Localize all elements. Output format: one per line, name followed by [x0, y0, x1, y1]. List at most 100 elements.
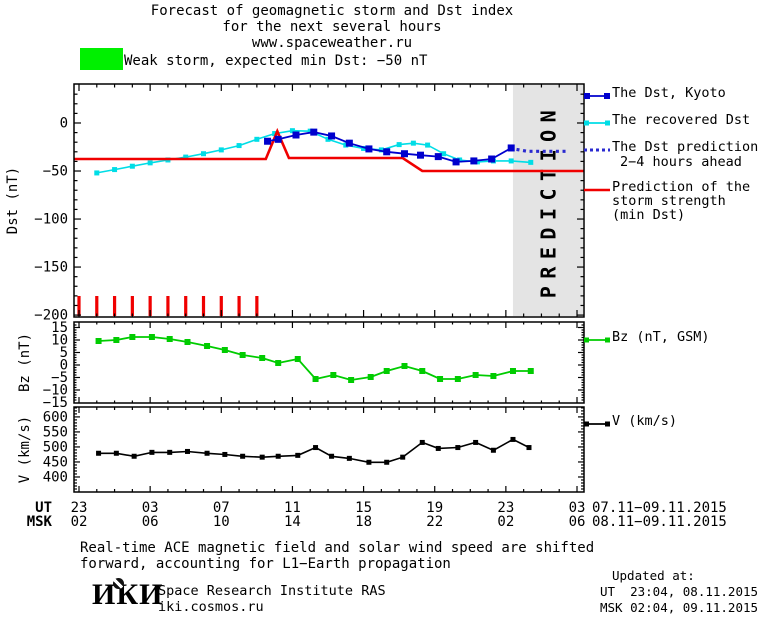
dst-panel-ytick: 0: [60, 115, 68, 131]
bz-panel-ytick: −15: [43, 395, 68, 411]
prediction-band-label: PREDICTION: [536, 103, 560, 298]
xtick-ut: 19: [426, 500, 443, 516]
v-panel-ytick: 500: [43, 439, 68, 455]
bz-gsm-markers: [95, 334, 534, 383]
bz-panel-ytick: 0: [60, 358, 68, 374]
legend-storm-prediction-3: (min Dst): [612, 207, 686, 223]
site-url: www.spaceweather.ru: [251, 35, 413, 51]
storm-event-bar: [77, 296, 81, 316]
v-panel-ytick: 550: [43, 424, 68, 440]
xtick-msk: 14: [284, 514, 301, 530]
ace-note-line-2: forward, accounting for L1−Earth propaga…: [80, 556, 451, 572]
xtick-msk: 10: [213, 514, 230, 530]
dst-panel-ytick: −150: [34, 260, 68, 276]
legend-recovered-dst: The recovered Dst: [612, 112, 751, 128]
bz-panel-frame: [73, 321, 585, 404]
updated-msk: MSK 02:04, 09.11.2015: [600, 600, 759, 615]
v-panel-ytick: 400: [43, 469, 68, 485]
dst-prediction-swatch: [584, 148, 610, 152]
legend-dst-prediction-1: The Dst prediction: [612, 139, 759, 155]
iki-logo-circle-icon: [113, 578, 124, 589]
updated-ut: UT 23:04, 08.11.2015: [600, 584, 759, 599]
storm-event-bar: [201, 296, 206, 316]
date-range-ut: 07.11−09.11.2015: [592, 500, 727, 516]
xtick-ut: 11: [284, 500, 301, 516]
storm-event-bar: [255, 296, 259, 316]
storm-prediction-line: [74, 127, 585, 173]
x-axis-labels: UT 23 03 07 11 15 19 23 03 07.11−09.11.2015 MSK 02 0…: [27, 500, 727, 530]
page-title: Forecast of geomagnetic storm and Dst in…: [0, 3, 664, 51]
bz-panel-ytick: −10: [43, 383, 68, 399]
xaxis-row-msk: MSK: [27, 514, 53, 530]
solar-wind-speed-line: [98, 438, 530, 464]
dst-panel: PREDICTION 0 −50 −100 −150 −200 Dst (nT): [5, 83, 585, 324]
bz-gsm-line: [98, 336, 531, 381]
institute-site: iki.cosmos.ru: [158, 599, 264, 615]
bz-panel-ytick: 5: [60, 345, 68, 361]
xtick-ut: 03: [142, 500, 159, 516]
storm-prediction-swatch: [584, 188, 610, 192]
xtick-ut: 07: [213, 500, 230, 516]
bz-swatch: [584, 337, 610, 343]
v-panel-ytick: 450: [43, 454, 68, 470]
title-line-2: for the next several hours: [222, 19, 442, 35]
storm-level-text: Weak storm, expected min Dst: −50 nT: [124, 53, 428, 69]
xtick-msk: 02: [71, 514, 88, 530]
bz-panel-ytick: −5: [51, 370, 68, 386]
ace-note-line-1: Real-time ACE magnetic field and solar w…: [80, 540, 595, 556]
dst-panel-ytick: −100: [34, 212, 68, 228]
dst-panel-ylabel: Dst (nT): [5, 167, 21, 234]
solar-wind-speed-markers: [96, 436, 532, 465]
v-panel-ytick: 600: [43, 409, 68, 425]
recovered-dst-swatch: [584, 120, 610, 126]
xtick-ut: 23: [71, 500, 88, 516]
dst-panel-ytick: −200: [34, 308, 68, 324]
legend-v: V (km/s): [612, 413, 678, 429]
title-line-1: Forecast of geomagnetic storm and Dst in…: [150, 3, 514, 19]
storm-event-bar: [184, 296, 188, 316]
storm-event-bar: [112, 296, 117, 316]
dst-panel-frame: [73, 83, 585, 318]
iki-logo-text: ИКИ: [92, 578, 164, 611]
xaxis-row-ut: UT: [35, 500, 52, 516]
v-swatch: [584, 421, 610, 427]
xtick-msk: 02: [497, 514, 514, 530]
iki-logo: ИКИ: [92, 578, 162, 614]
dst-kyoto-markers: [264, 128, 515, 166]
xtick-msk: 18: [355, 514, 372, 530]
xtick-msk: 06: [569, 514, 586, 530]
xtick-ut: 23: [497, 500, 514, 516]
v-panel-frame: [73, 406, 585, 493]
v-panel-ylabel: V (km/s): [17, 416, 33, 483]
institute-name: Space Research Institute RAS: [158, 583, 386, 599]
legend-storm-prediction-2: storm strength: [612, 193, 726, 209]
storm-event-bar: [237, 296, 241, 316]
storm-event-bar: [166, 296, 170, 316]
recovered-dst-line: [96, 129, 531, 174]
dst-panel-ytick: −50: [43, 164, 68, 180]
legend-storm-prediction-1: Prediction of the: [612, 179, 751, 195]
storm-event-bar: [95, 296, 99, 316]
legend-dst-kyoto: The Dst, Kyoto: [612, 85, 726, 101]
prediction-band: [512, 85, 583, 316]
xtick-ut: 03: [569, 500, 586, 516]
storm-event-bar: [219, 296, 223, 316]
xtick-ut: 15: [355, 500, 372, 516]
bz-panel-ytick: 10: [51, 333, 68, 349]
date-range-msk: 08.11−09.11.2015: [592, 514, 727, 530]
dst-kyoto-swatch: [584, 93, 610, 99]
storm-event-bar: [148, 296, 152, 316]
xtick-msk: 06: [142, 514, 159, 530]
xtick-msk: 22: [426, 514, 443, 530]
bz-panel-ylabel: Bz (nT): [17, 333, 33, 392]
bz-panel-ytick: 15: [51, 320, 68, 336]
storm-level-swatch: [80, 48, 123, 70]
legend-bz: Bz (nT, GSM): [612, 329, 710, 345]
updated-heading: Updated at:: [612, 568, 695, 583]
storm-event-bar: [130, 296, 134, 316]
legend-dst-prediction-2: 2−4 hours ahead: [620, 154, 742, 170]
